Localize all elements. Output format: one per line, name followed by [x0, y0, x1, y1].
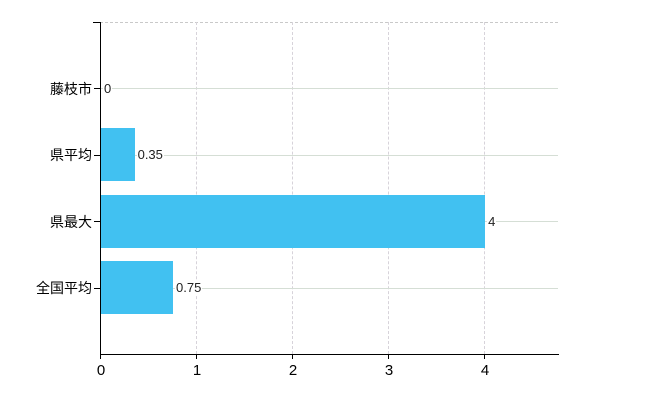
x-axis-tick [100, 354, 101, 359]
x-tick-label: 4 [480, 362, 490, 379]
y-axis-tick [94, 287, 100, 289]
category-label: 県最大 [50, 213, 92, 230]
vertical-gridline [196, 22, 198, 354]
bar-value-label: 0.35 [136, 147, 164, 163]
bar-県最大 [101, 194, 486, 248]
y-axis-tick [94, 221, 100, 223]
category-label: 県平均 [50, 147, 92, 164]
y-axis-tick [94, 154, 100, 156]
bar-value-label: 0 [103, 80, 113, 97]
bar-value-label: 4 [487, 213, 497, 229]
x-tick-label: 3 [384, 362, 394, 379]
x-tick-label: 2 [288, 362, 298, 379]
category-label: 全国平均 [36, 280, 92, 297]
x-axis-line [100, 354, 559, 355]
x-axis-tick [388, 354, 390, 359]
category-label: 藤枝市 [50, 80, 92, 97]
horizontal-gridline [100, 88, 558, 90]
y-axis-top-tick [93, 22, 100, 23]
plot-top-border [100, 22, 558, 23]
vertical-gridline [484, 22, 486, 354]
bar-value-label: 0.75 [175, 279, 203, 296]
x-axis-tick [292, 354, 294, 359]
x-axis-tick [196, 354, 198, 359]
x-axis-tick [484, 354, 486, 359]
vertical-gridline [292, 22, 294, 354]
y-axis-line [100, 22, 101, 355]
x-tick-label: 1 [192, 362, 202, 379]
bar-全国平均 [101, 261, 173, 315]
y-axis-tick [94, 88, 100, 90]
vertical-gridline [388, 22, 390, 354]
x-tick-label: 0 [96, 362, 106, 379]
horizontal-gridline [100, 154, 558, 156]
horizontal-gridline [100, 287, 558, 289]
bar-県平均 [101, 128, 135, 182]
